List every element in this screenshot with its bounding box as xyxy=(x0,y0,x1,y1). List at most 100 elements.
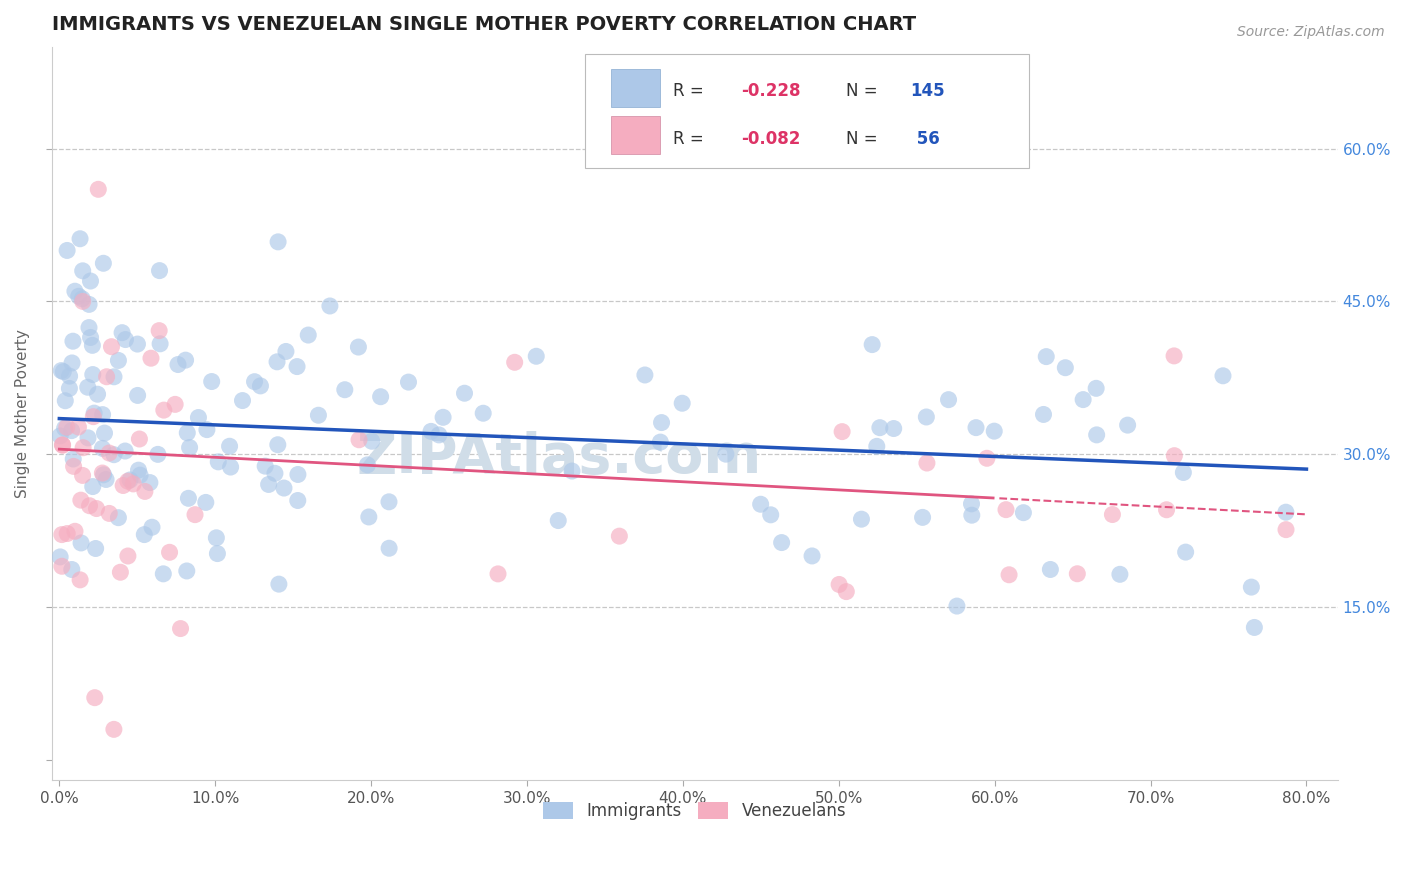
Text: 145: 145 xyxy=(911,82,945,100)
Immigrants xyxy=(1243,620,1265,634)
Venezuelans xyxy=(72,468,94,483)
Immigrants xyxy=(60,562,83,576)
Immigrants xyxy=(94,473,117,487)
Venezuelans xyxy=(998,567,1021,582)
FancyBboxPatch shape xyxy=(612,116,659,154)
Legend: Immigrants, Venezuelans: Immigrants, Venezuelans xyxy=(536,796,853,827)
Immigrants xyxy=(176,564,198,578)
Immigrants xyxy=(960,497,983,511)
Venezuelans xyxy=(828,577,851,591)
Immigrants xyxy=(49,429,72,443)
Immigrants xyxy=(93,426,115,441)
Immigrants xyxy=(195,423,218,437)
Venezuelans xyxy=(56,526,79,541)
Immigrants xyxy=(378,541,401,556)
Text: IMMIGRANTS VS VENEZUELAN SINGLE MOTHER POVERTY CORRELATION CHART: IMMIGRANTS VS VENEZUELAN SINGLE MOTHER P… xyxy=(52,15,915,34)
Venezuelans xyxy=(184,508,207,522)
Venezuelans xyxy=(96,369,118,384)
Immigrants xyxy=(427,428,450,442)
Venezuelans xyxy=(117,474,139,488)
Immigrants xyxy=(148,263,170,277)
Venezuelans xyxy=(100,340,122,354)
Immigrants xyxy=(285,359,308,374)
Immigrants xyxy=(297,328,319,343)
Text: Source: ZipAtlas.com: Source: ZipAtlas.com xyxy=(1237,25,1385,39)
Text: -0.228: -0.228 xyxy=(741,82,800,100)
Immigrants xyxy=(287,493,309,508)
Venezuelans xyxy=(86,501,108,516)
Venezuelans xyxy=(1101,508,1123,522)
Venezuelans xyxy=(87,182,110,196)
Venezuelans xyxy=(609,529,631,543)
Immigrants xyxy=(56,244,79,258)
Immigrants xyxy=(453,386,475,401)
Immigrants xyxy=(432,410,454,425)
Venezuelans xyxy=(117,549,139,563)
Immigrants xyxy=(111,326,134,340)
Immigrants xyxy=(273,481,295,495)
Immigrants xyxy=(965,420,987,434)
Immigrants xyxy=(1174,545,1197,559)
Immigrants xyxy=(634,368,657,382)
Venezuelans xyxy=(110,566,132,580)
Immigrants xyxy=(58,381,80,395)
Immigrants xyxy=(146,447,169,461)
Text: 56: 56 xyxy=(911,129,939,147)
Venezuelans xyxy=(51,438,73,452)
Venezuelans xyxy=(67,420,90,434)
Immigrants xyxy=(946,599,969,613)
Immigrants xyxy=(207,547,229,561)
Immigrants xyxy=(62,452,84,467)
Immigrants xyxy=(1240,580,1263,594)
Immigrants xyxy=(257,477,280,491)
Immigrants xyxy=(219,460,242,475)
Immigrants xyxy=(266,355,288,369)
Immigrants xyxy=(107,353,129,368)
Immigrants xyxy=(70,536,93,550)
Immigrants xyxy=(851,512,873,526)
Immigrants xyxy=(86,387,108,401)
Venezuelans xyxy=(1163,349,1185,363)
Venezuelans xyxy=(63,524,86,539)
Y-axis label: Single Mother Poverty: Single Mother Poverty xyxy=(15,329,30,498)
Venezuelans xyxy=(98,446,121,460)
Immigrants xyxy=(60,356,83,370)
Immigrants xyxy=(114,333,136,347)
Venezuelans xyxy=(128,432,150,446)
Immigrants xyxy=(1012,506,1035,520)
Immigrants xyxy=(869,420,891,434)
Immigrants xyxy=(82,368,104,382)
Venezuelans xyxy=(347,433,370,447)
Immigrants xyxy=(194,495,217,509)
Immigrants xyxy=(82,338,104,352)
Venezuelans xyxy=(486,566,509,581)
Immigrants xyxy=(174,353,197,368)
Immigrants xyxy=(179,441,201,455)
Venezuelans xyxy=(72,441,94,455)
Venezuelans xyxy=(915,456,938,470)
Immigrants xyxy=(420,425,443,439)
Immigrants xyxy=(1085,381,1108,395)
Venezuelans xyxy=(503,355,526,369)
FancyBboxPatch shape xyxy=(585,54,1029,168)
Immigrants xyxy=(127,337,149,351)
Immigrants xyxy=(58,369,80,384)
Immigrants xyxy=(201,375,224,389)
Immigrants xyxy=(141,520,163,534)
Immigrants xyxy=(915,409,938,424)
Immigrants xyxy=(152,566,174,581)
Immigrants xyxy=(176,425,198,440)
Text: N =: N = xyxy=(846,82,883,100)
Immigrants xyxy=(84,541,107,556)
Immigrants xyxy=(911,510,934,524)
Immigrants xyxy=(287,467,309,482)
Venezuelans xyxy=(98,507,121,521)
Venezuelans xyxy=(51,527,73,541)
Immigrants xyxy=(249,379,271,393)
Venezuelans xyxy=(83,690,105,705)
Immigrants xyxy=(79,274,101,288)
Venezuelans xyxy=(153,403,176,417)
Immigrants xyxy=(319,299,342,313)
Immigrants xyxy=(759,508,782,522)
Immigrants xyxy=(267,438,290,452)
